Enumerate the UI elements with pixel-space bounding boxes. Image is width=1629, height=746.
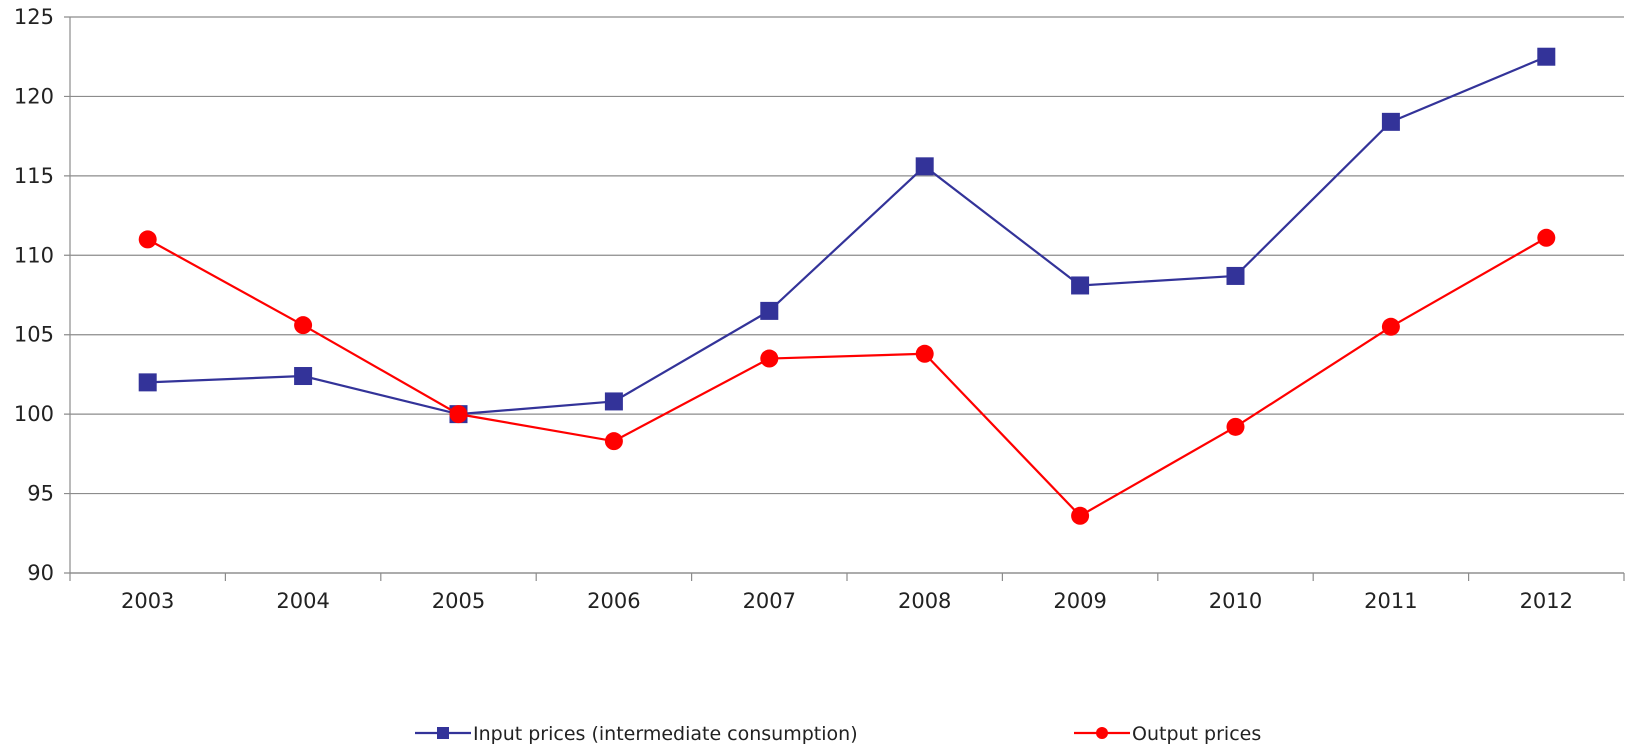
legend-label: Output prices (1132, 723, 1261, 745)
x-tick-label: 2010 (1209, 589, 1262, 613)
series-layer (138, 47, 1556, 525)
legend: Input prices (intermediate consumption) O… (415, 723, 1261, 745)
x-tick-label: 2006 (587, 589, 640, 613)
data-point-square (1381, 112, 1400, 131)
series-line-1 (147, 55, 1547, 416)
data-point-circle (1537, 228, 1556, 247)
data-point-square (1071, 276, 1090, 295)
y-tick-label: 90 (27, 561, 54, 585)
data-point-square (1226, 266, 1245, 285)
legend-item: Input prices (intermediate consumption) (415, 723, 858, 745)
x-tick-label: 2008 (898, 589, 951, 613)
x-tick-label: 2004 (276, 589, 329, 613)
legend-marker-square (437, 727, 449, 739)
data-point-circle (1381, 317, 1400, 336)
y-tick-label: 120 (14, 84, 54, 108)
x-tick-label: 2011 (1364, 589, 1417, 613)
legend-item: Output prices (1074, 723, 1261, 745)
gridlines (64, 16, 1624, 574)
data-point-circle (915, 344, 934, 363)
data-point-circle (449, 405, 468, 424)
data-point-square (915, 157, 934, 176)
data-point-square (138, 373, 157, 392)
x-tick-label: 2003 (121, 589, 174, 613)
legend-marker-circle (1096, 727, 1108, 739)
y-tick-label: 100 (14, 402, 54, 426)
data-point-circle (294, 316, 313, 335)
data-point-circle (760, 349, 779, 368)
data-point-square (1537, 47, 1556, 66)
legend-label: Input prices (intermediate consumption) (473, 723, 858, 745)
x-tick-label: 2007 (743, 589, 796, 613)
data-point-square (604, 392, 623, 411)
y-tick-label: 95 (27, 482, 54, 506)
data-point-circle (1071, 506, 1090, 525)
data-point-square (294, 367, 313, 386)
data-point-circle (604, 432, 623, 451)
data-point-circle (1226, 417, 1245, 436)
y-tick-label: 125 (14, 5, 54, 29)
y-tick-label: 115 (14, 164, 54, 188)
data-point-circle (138, 230, 157, 249)
y-tick-label: 105 (14, 323, 54, 347)
x-tick-label: 2005 (432, 589, 485, 613)
y-tick-label: 110 (14, 243, 54, 267)
series-line-2 (147, 236, 1547, 518)
x-tick-label: 2009 (1053, 589, 1106, 613)
data-point-square (760, 301, 779, 320)
x-tick-label: 2012 (1520, 589, 1573, 613)
axes: 90 95 100 105 110 115 120 125 2003 2004 2005 2006 20… (14, 5, 1625, 613)
